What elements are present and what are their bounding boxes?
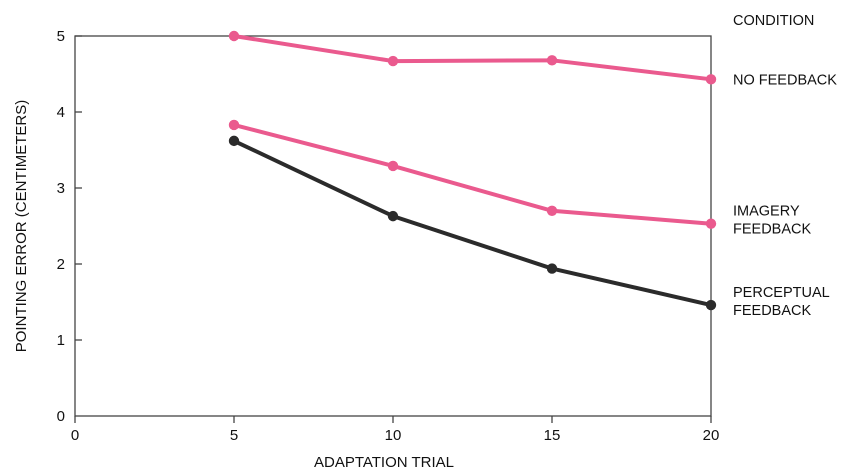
series-no-feedback — [228, 30, 717, 85]
data-point — [387, 55, 399, 67]
series-label-line: NO FEEDBACK — [733, 72, 837, 88]
data-point — [705, 218, 717, 229]
series-imagery-feedback — [228, 119, 717, 229]
x-axis-label: ADAPTATION TRIAL — [314, 454, 454, 471]
x-tick-label: 20 — [703, 427, 720, 444]
series-label-line: IMAGERY — [733, 204, 800, 220]
legend-title: CONDITION — [733, 13, 814, 29]
series-label: NO FEEDBACK — [733, 72, 837, 88]
data-point — [228, 135, 240, 147]
plot-border — [74, 35, 712, 417]
series-labels: NO FEEDBACK IMAGERY FEEDBACK PERCEPTUAL FEED… — [733, 72, 837, 319]
x-tick-label: 15 — [544, 427, 561, 444]
y-axis-ticks: 0 1 2 3 4 5 — [57, 28, 82, 425]
data-point — [546, 263, 558, 274]
data-point — [228, 30, 240, 42]
data-point — [387, 160, 399, 172]
series-layer — [228, 30, 717, 311]
data-point — [546, 205, 558, 216]
x-tick-label: 10 — [385, 427, 402, 444]
data-point — [705, 74, 717, 85]
series-label-line: FEEDBACK — [733, 303, 811, 319]
series-label: IMAGERY FEEDBACK — [733, 204, 811, 238]
series-perceptual-feedback — [228, 135, 717, 311]
y-tick-label: 0 — [57, 408, 65, 425]
plot-frame — [74, 35, 712, 417]
x-tick-label: 5 — [230, 427, 238, 444]
y-tick-label: 1 — [57, 332, 65, 349]
y-axis-label: POINTING ERROR (CENTIMETERS) — [13, 100, 30, 353]
data-point — [228, 119, 240, 131]
series-label-line: PERCEPTUAL — [733, 285, 830, 301]
series-label-line: FEEDBACK — [733, 222, 811, 238]
x-tick-label: 0 — [71, 427, 79, 444]
series-line — [232, 122, 713, 226]
series-label: PERCEPTUAL FEEDBACK — [733, 285, 830, 319]
x-axis-ticks: 0 5 10 15 20 — [71, 416, 720, 444]
series-line — [232, 138, 713, 308]
series-line — [232, 34, 713, 82]
y-tick-label: 2 — [57, 256, 65, 273]
data-point — [387, 210, 399, 222]
y-tick-label: 5 — [57, 28, 65, 45]
data-point — [546, 55, 558, 66]
data-point — [705, 299, 717, 311]
y-tick-label: 4 — [57, 104, 65, 121]
y-tick-label: 3 — [57, 180, 65, 197]
